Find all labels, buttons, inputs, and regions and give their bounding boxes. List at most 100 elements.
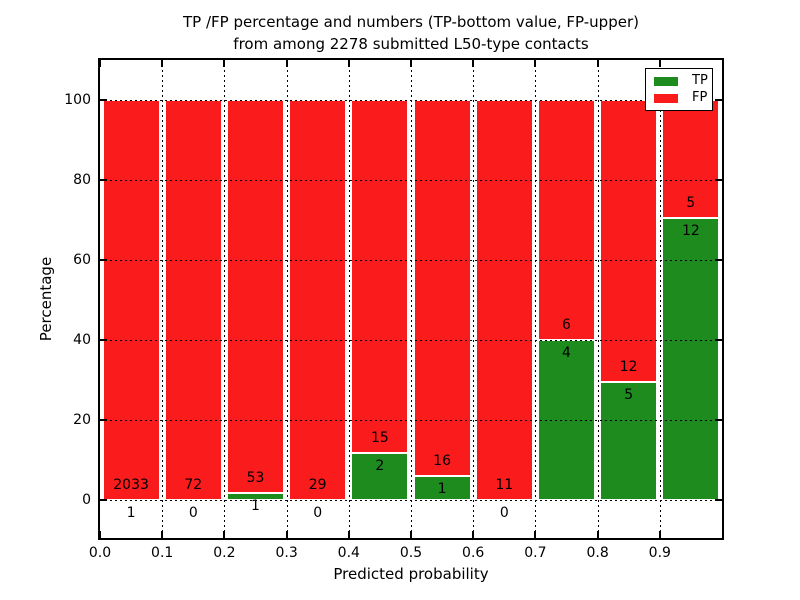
tp-count-label: 0 — [313, 505, 323, 521]
fp-count-label: 72 — [184, 477, 203, 493]
fp-count-label: 5 — [686, 194, 696, 211]
tp-count-label: 0 — [188, 505, 198, 521]
tp-count-label: 2 — [375, 457, 385, 474]
tp-count-label: 5 — [624, 387, 634, 404]
bar-fp-segment — [662, 100, 720, 218]
bar-fp-segment — [289, 100, 347, 500]
tp-count-label: 1 — [251, 497, 260, 514]
x-tick-mark-top — [658, 60, 661, 67]
bar-fp-segment — [600, 100, 658, 383]
y-axis-title: Percentage — [37, 256, 55, 342]
bar-tp-segment — [413, 476, 471, 500]
y-tick-mark — [100, 259, 107, 261]
x-tick-mark — [99, 531, 101, 538]
y-tick-mark — [100, 499, 107, 501]
plot-area: 2033 1 72 0 53 1 29 0 15 2 16 1 11 0 6 4 12 5 5 12 TP FP — [98, 58, 724, 540]
legend-entry-tp: TP — [646, 74, 712, 88]
bar-tp-segment — [351, 452, 409, 500]
v-gridline — [224, 60, 226, 538]
y-tick-mark-right — [715, 179, 722, 181]
bar-fp-segment — [475, 100, 533, 500]
y-tick-label: 0 — [82, 492, 91, 508]
fp-count-label: 15 — [370, 429, 389, 446]
y-tick-mark — [100, 419, 107, 421]
y-tick-mark — [100, 179, 107, 181]
bar-tp-segment — [600, 382, 658, 500]
x-tick-mark-top — [410, 60, 412, 67]
v-gridline — [348, 60, 350, 538]
x-tick-label: 0.5 — [399, 545, 423, 561]
x-tick-mark — [410, 531, 412, 538]
fp-count-label: 6 — [562, 317, 571, 333]
x-axis-title: Predicted probability — [333, 565, 489, 583]
tp-legend-label: TP — [692, 73, 708, 88]
y-tick-label: 60 — [73, 252, 91, 268]
tp-count-label: 0 — [499, 505, 509, 521]
x-tick-mark — [534, 531, 537, 538]
x-tick-mark — [347, 531, 350, 538]
tp-count-label: 4 — [562, 345, 571, 361]
v-gridline — [473, 60, 475, 538]
x-tick-mark — [658, 531, 661, 538]
x-tick-mark-top — [534, 60, 537, 67]
bar-fp-segment — [413, 100, 471, 477]
chart-title-line2: from among 2278 submitted L50-type conta… — [233, 35, 589, 53]
y-tick-mark-right — [715, 499, 722, 501]
v-gridline — [411, 60, 412, 538]
v-gridline — [659, 60, 661, 538]
x-tick-mark — [596, 531, 599, 538]
y-tick-label: 80 — [73, 172, 91, 188]
x-tick-mark — [161, 531, 164, 538]
y-tick-mark-right — [715, 419, 722, 421]
x-tick-label: 0.7 — [524, 545, 547, 561]
y-tick-label: 100 — [64, 92, 91, 108]
y-tick-mark — [100, 99, 107, 101]
bar-tp-segment — [226, 492, 285, 500]
y-tick-label: 40 — [73, 332, 91, 348]
x-tick-label: 0.1 — [151, 545, 174, 561]
x-tick-label: 0.3 — [275, 545, 298, 561]
x-tick-mark-top — [223, 60, 226, 67]
v-gridline — [286, 60, 288, 538]
v-gridline — [535, 60, 537, 538]
fp-count-label: 12 — [619, 359, 638, 376]
y-tick-label: 20 — [73, 412, 91, 428]
v-gridline — [597, 60, 599, 538]
fp-legend-swatch-icon — [654, 93, 678, 103]
tp-count-label: 1 — [437, 481, 447, 498]
x-tick-mark — [285, 531, 288, 538]
legend-entry-fp: FP — [646, 91, 712, 105]
legend: TP FP — [645, 68, 713, 111]
x-tick-label: 0.8 — [586, 545, 609, 561]
x-tick-mark — [223, 531, 226, 538]
y-tick-mark-right — [715, 259, 722, 261]
chart-title: TP /FP percentage and numbers (TP-bottom… — [98, 11, 724, 55]
x-tick-label: 0.0 — [88, 545, 112, 561]
x-tick-label: 0.6 — [462, 545, 485, 561]
y-tick-mark — [100, 339, 107, 341]
tp-legend-swatch-icon — [654, 76, 678, 86]
x-tick-mark-top — [472, 60, 475, 67]
x-tick-mark-top — [347, 60, 350, 67]
fp-count-label: 16 — [433, 453, 452, 470]
bar-fp-segment — [226, 100, 285, 493]
x-tick-label: 0.9 — [648, 545, 671, 561]
fp-count-label: 29 — [308, 477, 327, 493]
bar-fp-segment — [102, 100, 160, 500]
bar-fp-segment — [537, 100, 596, 340]
y-tick-mark-right — [715, 339, 722, 341]
y-tick-mark-right — [715, 99, 722, 101]
x-tick-mark-top — [99, 60, 101, 67]
fp-count-label: 53 — [246, 469, 265, 486]
x-tick-mark-top — [285, 60, 288, 67]
chart-title-line1: TP /FP percentage and numbers (TP-bottom… — [183, 13, 639, 31]
bar-fp-segment — [351, 100, 409, 453]
x-tick-mark-top — [596, 60, 599, 67]
x-tick-label: 0.4 — [337, 545, 360, 561]
fp-legend-label: FP — [692, 90, 708, 105]
x-tick-mark-top — [161, 60, 164, 67]
bar-tp-segment — [662, 217, 720, 500]
bar-fp-segment — [164, 100, 222, 500]
x-tick-mark — [472, 531, 475, 538]
x-tick-label: 0.2 — [213, 545, 236, 561]
